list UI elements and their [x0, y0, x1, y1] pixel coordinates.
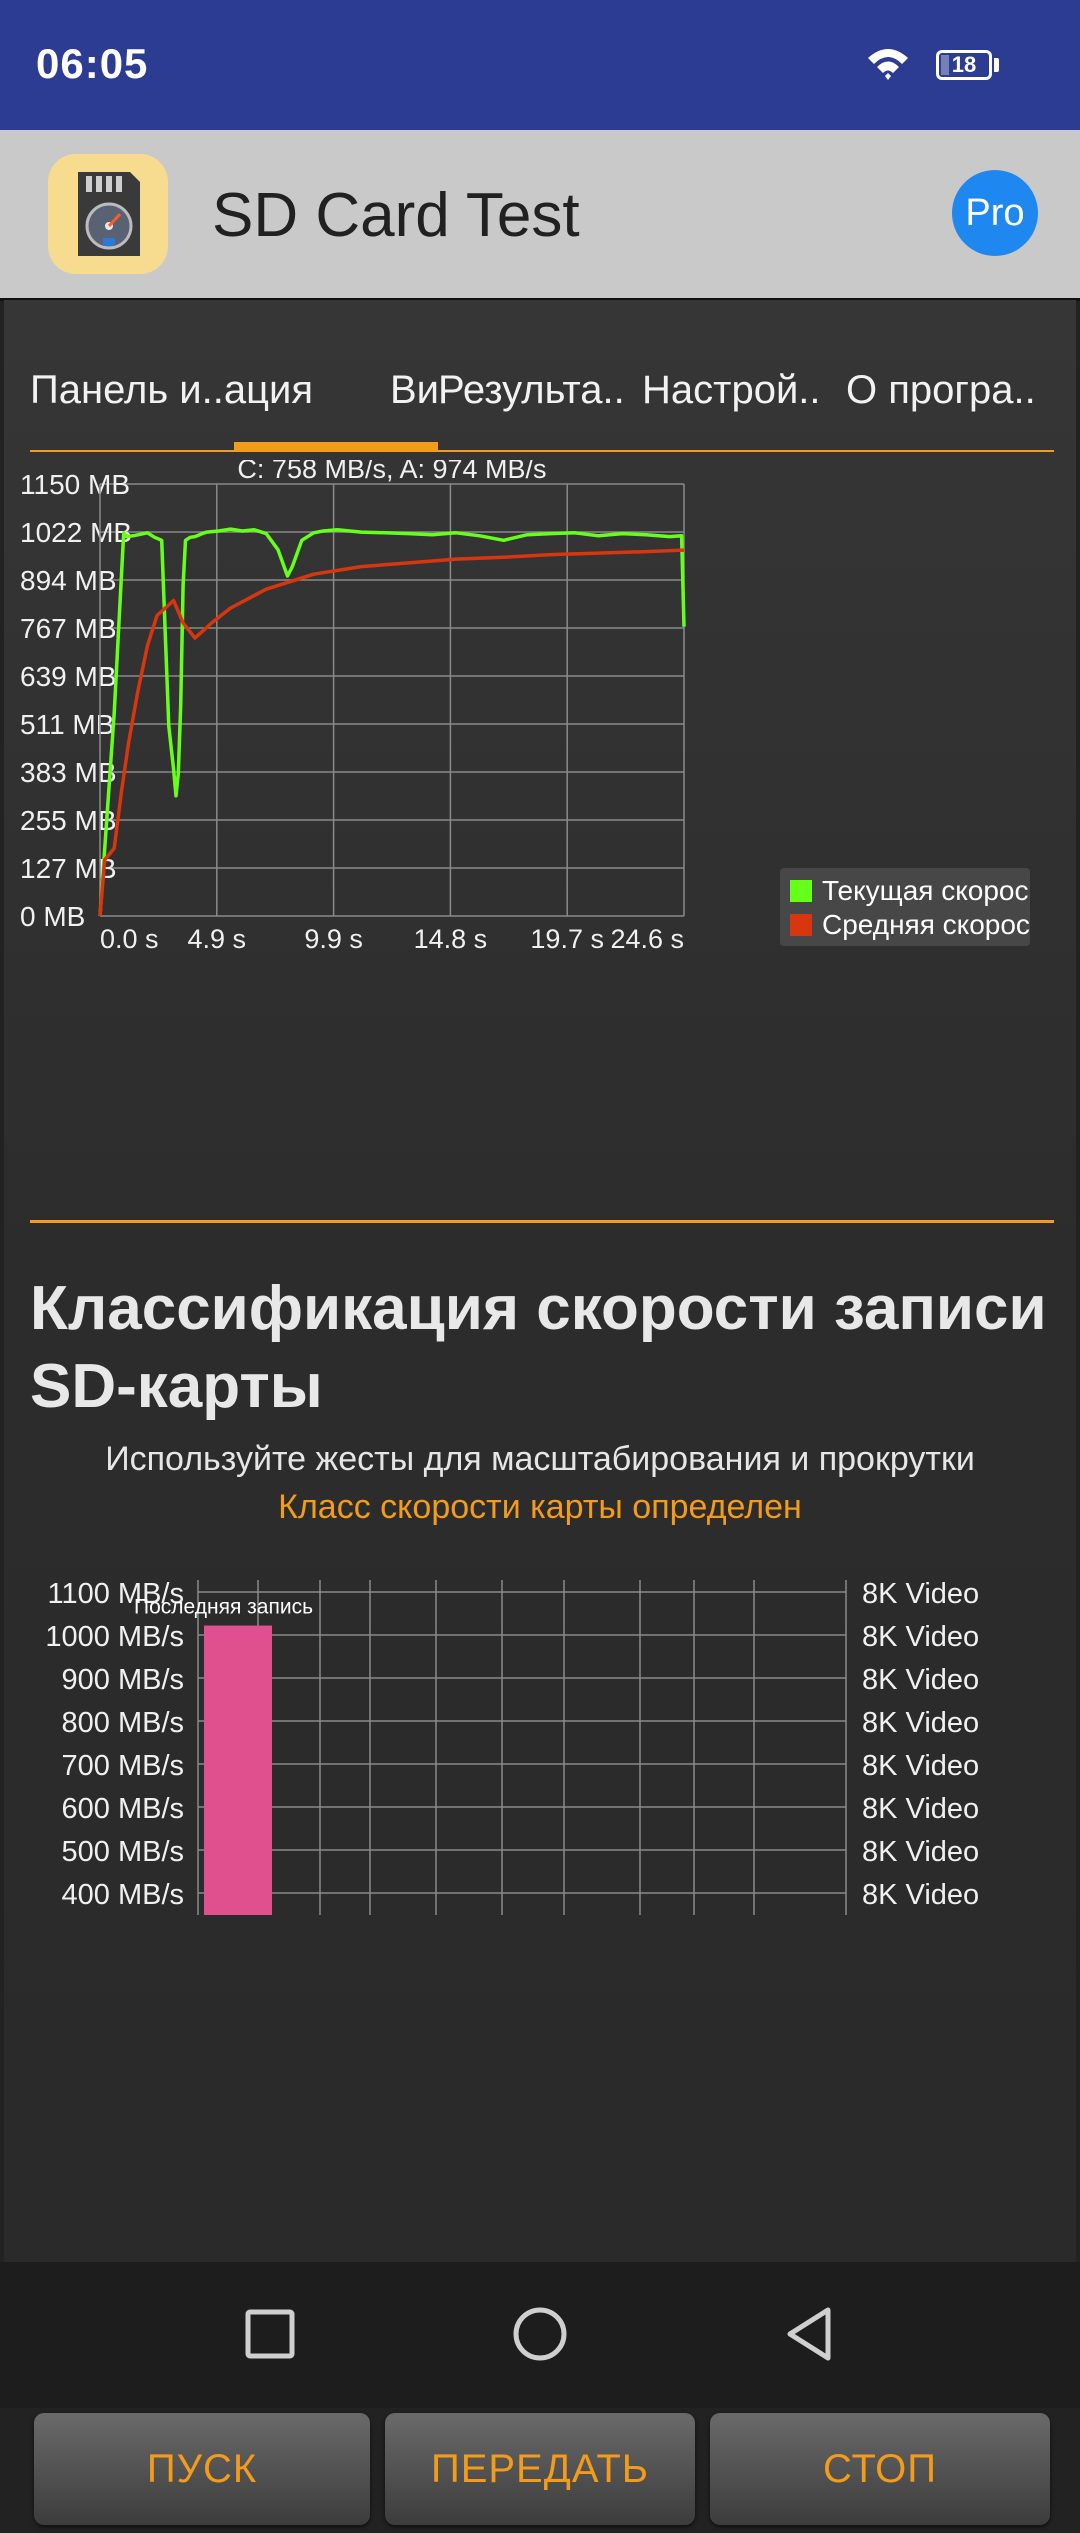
speed-class-chart[interactable]: 1100 MB/s 8K Video 1000 MB/s 8K Video 900 MB… [4, 1560, 1076, 2390]
battery-icon [936, 50, 992, 80]
class-chart-right-tick: 8K Video [862, 1578, 979, 1610]
class-chart-left-tick: 700 MB/s [62, 1750, 185, 1782]
speed-chart-x-tick: 14.8 s [414, 924, 488, 954]
class-chart-left-tick: 800 MB/s [62, 1707, 185, 1739]
circle-icon[interactable] [508, 2302, 572, 2366]
tab-results[interactable]: Результа.. [438, 368, 625, 412]
class-chart-right-tick: 8K Video [862, 1793, 979, 1825]
square-icon[interactable] [238, 2302, 302, 2366]
stop-button[interactable]: СТОП [710, 2413, 1050, 2525]
app-bar: SD Card Test Pro [0, 130, 1080, 301]
class-chart-left-tick: 500 MB/s [62, 1836, 185, 1868]
class-chart-left-tick: 400 MB/s [62, 1879, 185, 1911]
speed-line-chart[interactable]: 1150 MB 1022 MB 894 MB 767 MB 639 MB 511 MB 38… [4, 460, 1076, 1040]
wifi-icon [868, 49, 908, 80]
class-status-text: Класс скорости карты определен [278, 1488, 802, 1526]
battery-level-text: 18 [951, 52, 977, 77]
speed-chart-y-tick: 767 MB [20, 613, 117, 644]
class-chart-right-tick: 8K Video [862, 1707, 979, 1739]
class-chart-right-tick: 8K Video [862, 1836, 979, 1868]
speed-chart-y-tick: 894 MB [20, 565, 117, 596]
legend-background [780, 868, 1030, 946]
battery-level-fill [941, 55, 950, 75]
average-speed-line [98, 548, 685, 917]
speed-chart-y-tick: 1022 MB [20, 517, 132, 548]
current-speed-line [98, 527, 686, 917]
tab-divider [30, 450, 1054, 452]
class-chart-left-tick: 900 MB/s [62, 1664, 185, 1696]
action-button-bar: ПУСК ПЕРЕДАТЬ СТОП [4, 2413, 1076, 2533]
speed-chart-y-tick: 1150 MB [20, 469, 130, 500]
app-logo [48, 154, 168, 274]
class-chart-left-tick: 1000 MB/s [45, 1621, 184, 1653]
speed-chart-y-tick: 511 MB [20, 709, 114, 740]
speed-chart-header: C: 758 MB/s, A: 974 MB/s [237, 460, 546, 484]
speed-chart-y-tick: 639 MB [20, 661, 117, 692]
tab-dashboard[interactable]: Панель и..ация [30, 368, 314, 412]
last-record-label: Последняя запись [134, 1596, 313, 1619]
class-chart-left-tick: 600 MB/s [62, 1793, 185, 1825]
class-chart-left-tick: 1100 MB/s [48, 1578, 184, 1610]
legend-label: Средняя скорос [822, 909, 1030, 940]
tab-settings[interactable]: Настрой.. [642, 368, 821, 412]
send-button[interactable]: ПЕРЕДАТЬ [385, 2413, 695, 2525]
speed-chart-x-tick: 4.9 s [188, 924, 247, 954]
legend-swatch [790, 914, 812, 936]
tab-about[interactable]: О програ.. [846, 368, 1036, 412]
system-nav-bar [0, 2262, 1080, 2408]
speed-chart-y-tick: 0 MB [20, 901, 85, 932]
class-chart-right-tick: 8K Video [862, 1664, 979, 1696]
pro-button[interactable]: Pro [952, 170, 1038, 256]
speed-chart-x-tick: 9.9 s [304, 924, 363, 954]
class-chart-right-tick: 8K Video [862, 1879, 979, 1911]
triangle-back-icon[interactable] [778, 2302, 842, 2366]
status-time: 06:05 [36, 40, 149, 87]
class-chart-right-tick: 8K Video [862, 1621, 979, 1653]
legend-swatch [790, 880, 812, 902]
speed-chart-y-tick: 255 MB [20, 805, 117, 836]
speed-chart-y-tick: 383 MB [20, 757, 117, 788]
speed-chart-x-tick: 0.0 s [100, 924, 159, 954]
speed-chart-x-tick: 19.7 s [530, 924, 604, 954]
tab-visualization[interactable]: Ви [390, 368, 440, 412]
legend-label: Текущая скорос [822, 875, 1029, 906]
classification-title: Классификация скорости записи SD-карты [30, 1274, 1047, 1421]
battery-tip [994, 58, 999, 72]
start-button[interactable]: ПУСК [34, 2413, 370, 2525]
tab-active-indicator [234, 442, 438, 452]
main-content: Панель и..ация Ви Результа.. Настрой.. О… [4, 300, 1076, 2525]
speed-chart-x-tick: 24.6 s [610, 924, 684, 954]
zoom-hint-text: Используйте жесты для масштабирования и … [105, 1440, 975, 1478]
section-divider [30, 1220, 1054, 1223]
last-record-bar [204, 1625, 272, 1915]
sd-card-icon [78, 172, 140, 256]
app-title: SD Card Test [212, 181, 580, 250]
class-chart-right-tick: 8K Video [862, 1750, 979, 1782]
status-bar: 06:05 18 [0, 0, 1080, 130]
tab-bar: Панель и..ация Ви Результа.. Настрой.. О… [4, 360, 1076, 420]
